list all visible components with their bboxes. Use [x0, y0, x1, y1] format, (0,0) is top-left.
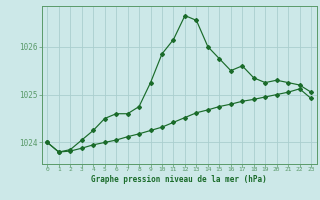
X-axis label: Graphe pression niveau de la mer (hPa): Graphe pression niveau de la mer (hPa) — [91, 175, 267, 184]
